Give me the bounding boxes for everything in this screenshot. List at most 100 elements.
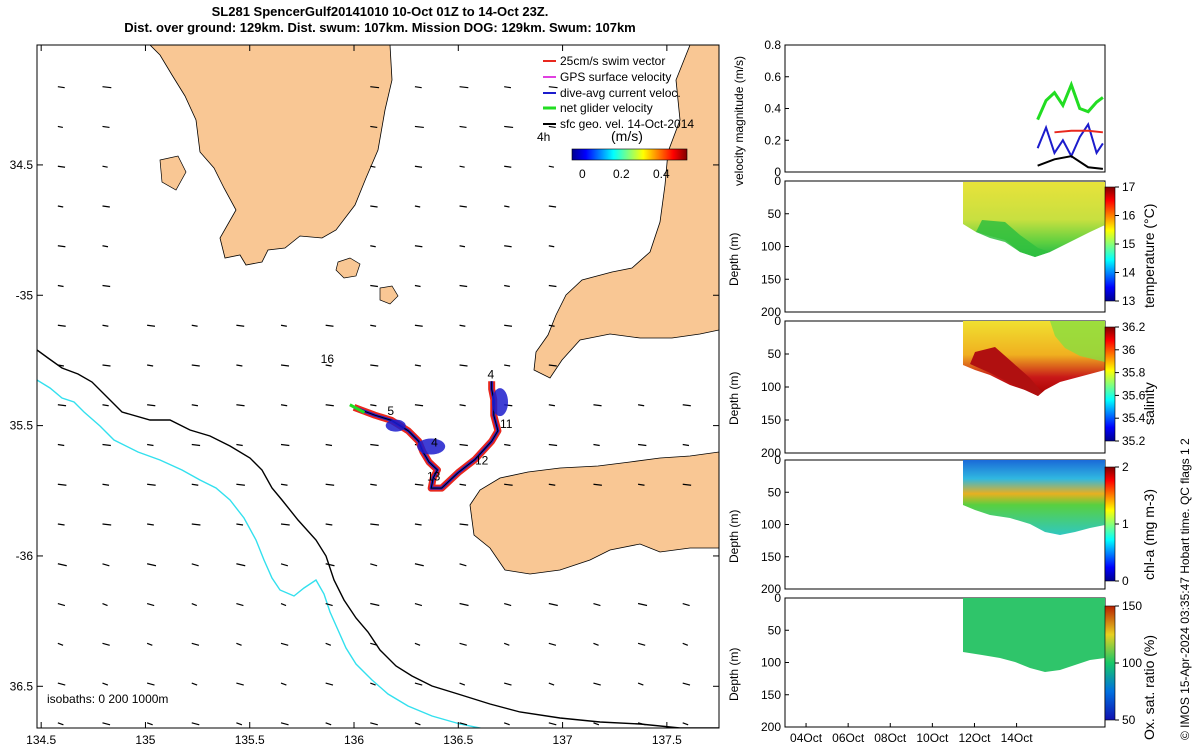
geo-velocity-arrow: [593, 642, 599, 646]
day-label: 12: [475, 454, 489, 468]
oxygen-panel: 0 50 100 150 200 50 100 150 04Oct 06Oct 08Oct 10Oct…: [761, 591, 1142, 745]
geo-velocity-arrow: [236, 523, 244, 526]
current-vector-cluster: [385, 419, 406, 432]
current-vector-cluster: [492, 388, 509, 417]
day-label: 16: [321, 352, 335, 366]
geo-velocity-arrow: [682, 682, 691, 686]
geo-velocity-arrow: [325, 602, 333, 607]
geo-velocity-arrow: [459, 563, 467, 567]
ytick-label: 0: [774, 453, 781, 467]
ytick-label: 150: [761, 550, 781, 564]
salinity-cbar-label: salinity: [1141, 382, 1157, 425]
velocity-colorbar: [571, 148, 688, 161]
geo-velocity-arrow: [147, 364, 154, 367]
chla-section-fill: [963, 460, 1105, 535]
ytick-label: 50: [768, 485, 782, 499]
geo-velocity-arrow: [414, 404, 424, 407]
ytick-label: 0: [774, 591, 781, 605]
day-label: 4: [431, 435, 438, 449]
map-ytick-label: -35: [16, 288, 34, 302]
salinity-ylabel: Depth (m): [727, 371, 741, 425]
oxygen-cbar-label: Ox. sat. ratio (%): [1141, 634, 1157, 740]
geo-velocity-arrow: [682, 404, 691, 407]
geo-velocity-arrow: [280, 682, 287, 686]
geo-velocity-arrow: [236, 483, 245, 486]
ytick-label: 200: [761, 720, 781, 734]
geo-velocity-arrow: [57, 404, 67, 407]
geo-velocity-arrow: [414, 205, 421, 208]
geo-velocity-arrow: [280, 443, 290, 447]
temperature-colorbar: [1104, 186, 1116, 302]
geo-velocity-arrow: [504, 483, 513, 486]
geo-velocity-arrow: [548, 443, 558, 447]
ytick-label: 100: [761, 656, 781, 670]
oxygen-section-fill: [963, 598, 1105, 672]
ytick-label: 50: [768, 347, 782, 361]
geo-velocity-arrow: [593, 443, 600, 447]
geo-velocity-arrow: [102, 165, 108, 168]
geo-velocity-arrow: [236, 722, 243, 726]
geo-velocity-arrow: [548, 165, 555, 168]
day-label: 5: [387, 404, 394, 418]
geo-velocity-arrow: [147, 404, 156, 407]
net-velocity-segment: [349, 403, 366, 414]
map-xtick-label: 136.5: [443, 733, 473, 747]
geo-velocity-arrow: [682, 443, 690, 447]
ytick-label: 0.8: [764, 38, 781, 52]
cbar-tick-label: 36.2: [1122, 320, 1146, 334]
geo-velocity-arrow: [459, 125, 467, 129]
geo-velocity-arrow: [414, 682, 423, 686]
ytick-label: 100: [761, 518, 781, 532]
cbar-tick-label: 150: [1122, 599, 1142, 613]
geo-velocity-arrow: [459, 245, 466, 248]
ytick-label: 100: [761, 240, 781, 254]
map-ytick-label: 36.5: [10, 679, 34, 693]
geo-velocity-arrow: [503, 722, 510, 726]
geo-velocity-arrow: [191, 404, 199, 407]
geo-velocity-arrow: [102, 324, 109, 327]
geo-velocity-arrow: [280, 722, 289, 726]
geo-velocity-arrow: [102, 682, 109, 686]
ytick-label: 150: [761, 688, 781, 702]
geo-velocity-arrow: [593, 682, 601, 686]
land-island: [379, 285, 399, 305]
chla-cbar-label: chl-a (mg m-3): [1141, 488, 1157, 580]
geo-velocity-arrow: [414, 483, 424, 486]
geo-velocity-arrow: [548, 205, 557, 208]
geo-velocity-arrow: [280, 642, 289, 646]
geo-velocity-arrow: [57, 125, 63, 129]
xtick-label: 10Oct: [916, 731, 949, 745]
ytick-label: 0.6: [764, 70, 781, 84]
geo-velocity-arrow: [102, 483, 110, 486]
geo-velocity-arrow: [414, 563, 424, 567]
geo-velocity-arrow: [147, 443, 154, 447]
geo-velocity-arrow: [102, 205, 110, 208]
geo-velocity-arrow: [548, 125, 556, 129]
cbar-tick-label: 35.8: [1122, 366, 1146, 380]
chla-panel: 0 50 100 150 200 0 1 2: [761, 453, 1129, 596]
isobath-200m: [37, 349, 719, 728]
geo-velocity-arrow: [504, 205, 510, 208]
geo-velocity-arrow: [414, 165, 423, 168]
geo-velocity-arrow: [325, 722, 332, 726]
geo-velocity-arrow: [414, 523, 422, 526]
geo-velocity-arrow: [57, 205, 64, 208]
velocity-series-line: [1036, 80, 1104, 121]
geo-velocity-arrow: [459, 205, 467, 208]
land-island: [335, 257, 361, 279]
geo-velocity-arrow: [459, 523, 469, 526]
geo-velocity-arrow: [459, 443, 468, 447]
geo-velocity-arrow: [414, 364, 421, 367]
geo-velocity-arrow: [459, 483, 467, 486]
geo-velocity-arrow: [57, 443, 65, 447]
geo-velocity-arrow: [57, 682, 66, 686]
chla-colorbar: [1104, 466, 1116, 582]
geo-velocity-arrow: [102, 642, 110, 646]
geo-velocity-arrow: [57, 642, 64, 646]
map-xtick-label: 137: [553, 733, 573, 747]
geo-velocity-arrow: [637, 682, 644, 686]
geostrophic-velocity-arrows: [57, 86, 692, 726]
geo-velocity-arrow: [325, 483, 335, 486]
geo-velocity-arrow: [236, 682, 244, 686]
